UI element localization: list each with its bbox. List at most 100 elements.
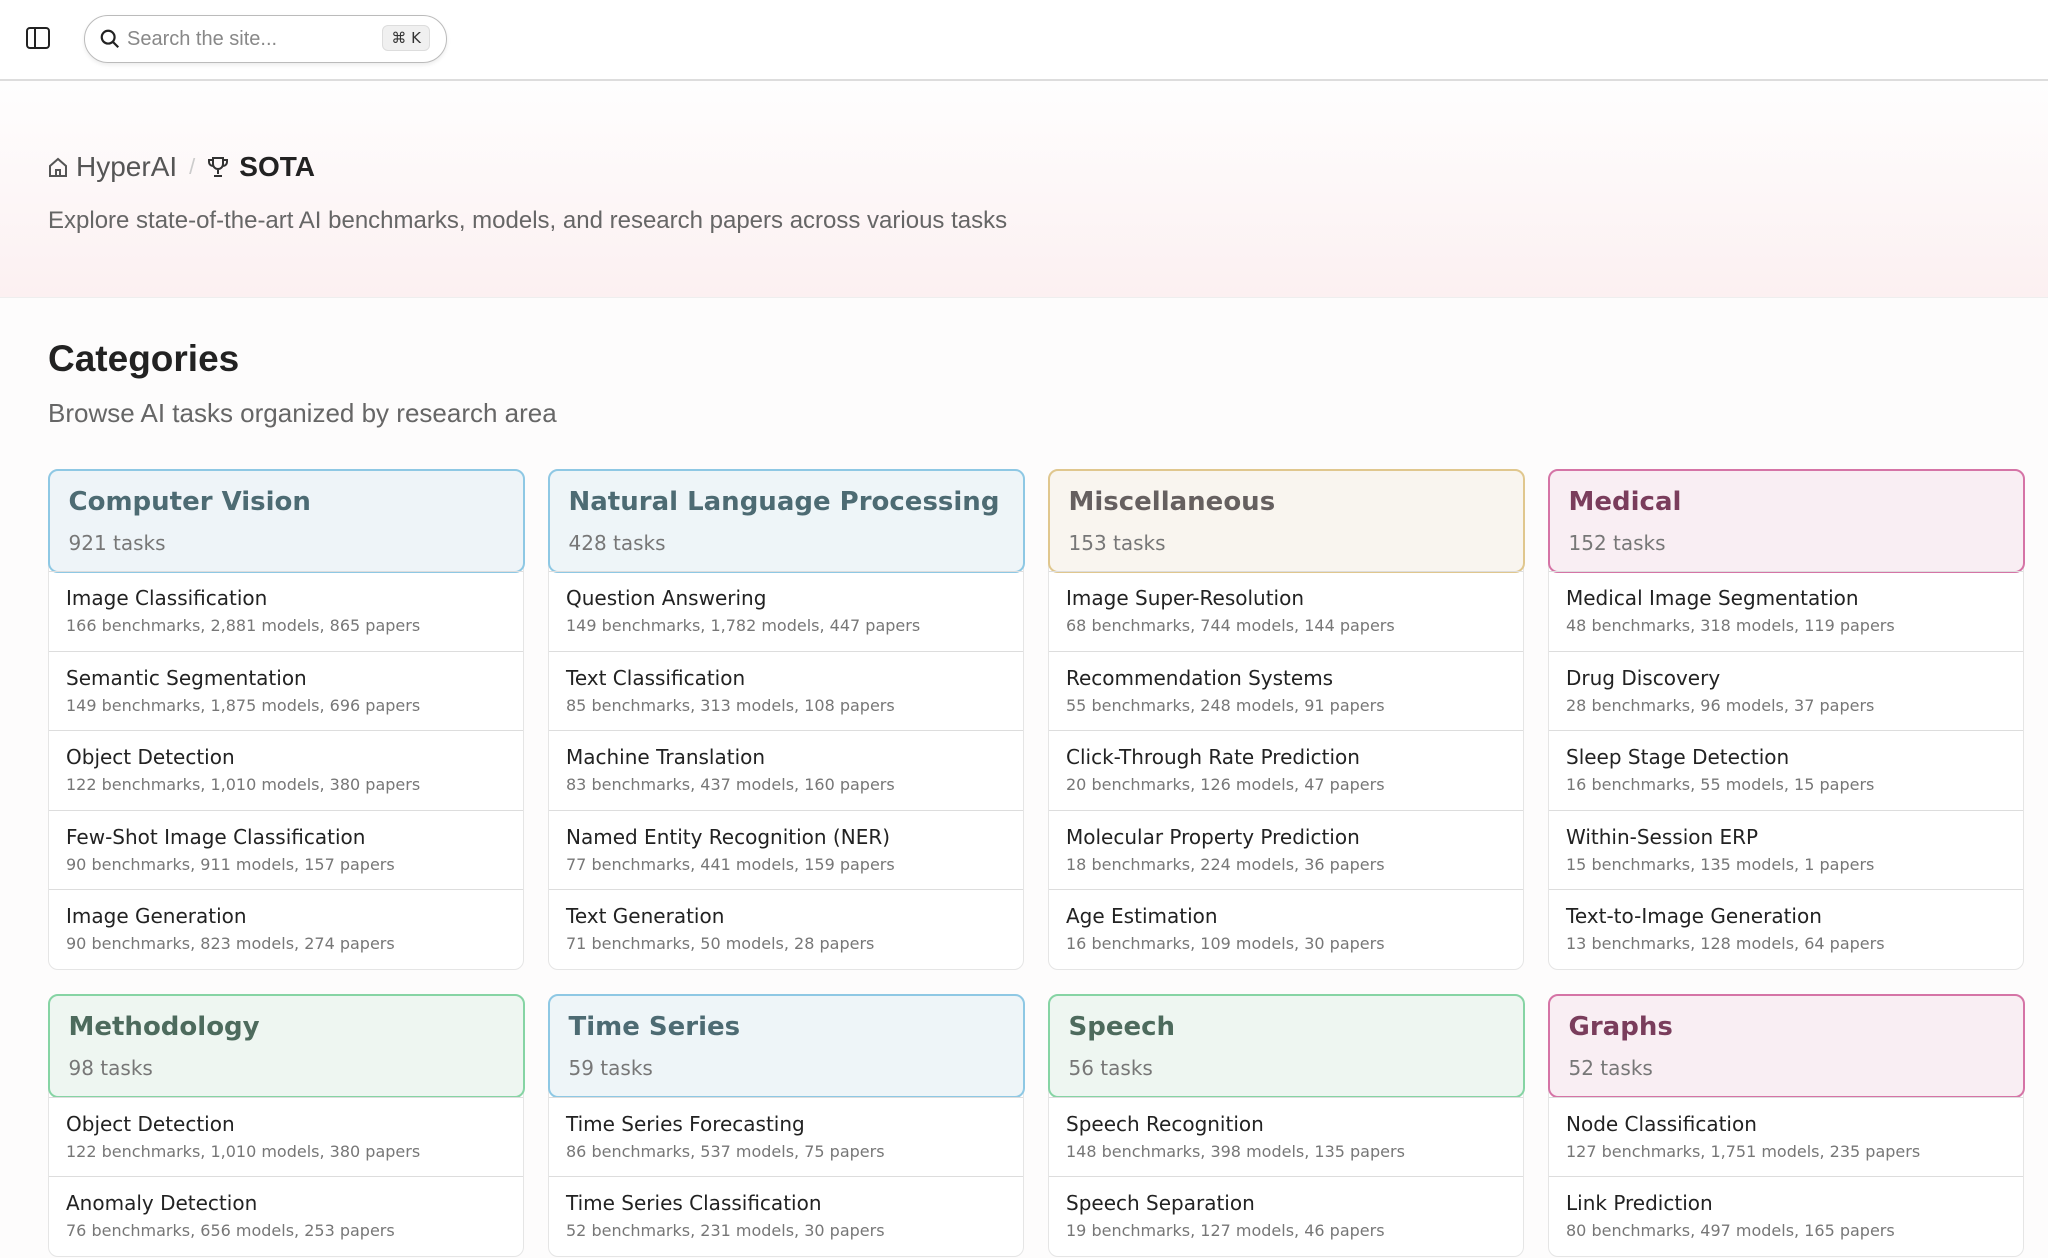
task-item[interactable]: Object Detection 122 benchmarks, 1,010 m…	[49, 1096, 523, 1177]
task-name: Time Series Forecasting	[566, 1111, 805, 1136]
task-item[interactable]: Recommendation Systems 55 benchmarks, 24…	[1049, 650, 1523, 731]
task-item[interactable]: Click-Through Rate Prediction 20 benchma…	[1049, 730, 1523, 810]
task-item[interactable]: Question Answering 149 benchmarks, 1,782…	[549, 571, 1023, 651]
task-stats: 16 benchmarks, 109 models, 30 papers	[1066, 934, 1385, 953]
task-name: Time Series Classification	[566, 1191, 822, 1215]
category-header[interactable]: Graphs 52 tasks	[1547, 994, 2025, 1098]
task-stats: 122 benchmarks, 1,010 models, 380 papers	[66, 775, 421, 794]
task-item[interactable]: Sleep Stage Detection 16 benchmarks, 55 …	[1549, 730, 2023, 810]
task-name: Speech Separation	[1066, 1191, 1255, 1215]
category-header[interactable]: Natural Language Processing 428 tasks	[547, 468, 1025, 573]
breadcrumb-separator: /	[189, 154, 196, 179]
task-name: Image Generation	[66, 904, 247, 928]
task-stats: 90 benchmarks, 823 models, 274 papers	[66, 934, 395, 953]
task-name: Machine Translation	[566, 745, 766, 769]
category-header[interactable]: Speech 56 tasks	[1047, 994, 1525, 1098]
task-item[interactable]: Text-to-Image Generation 13 benchmarks, …	[1549, 889, 2023, 969]
task-item[interactable]: Few-Shot Image Classification 90 benchma…	[49, 809, 523, 890]
task-name: Text-to-Image Generation	[1566, 904, 1822, 928]
section-title: Categories	[48, 338, 240, 379]
task-name: Named Entity Recognition (NER)	[566, 824, 891, 849]
task-name: Molecular Property Prediction	[1066, 824, 1360, 849]
task-item[interactable]: Image Generation 90 benchmarks, 823 mode…	[49, 889, 523, 969]
task-item[interactable]: Text Classification 85 benchmarks, 313 m…	[549, 650, 1023, 731]
task-name: Node Classification	[1566, 1111, 1757, 1136]
task-name: Text Generation	[566, 904, 725, 928]
task-item[interactable]: Node Classification 127 benchmarks, 1,75…	[1549, 1096, 2023, 1177]
category-task-count: 152 tasks	[1568, 530, 1666, 555]
task-stats: 16 benchmarks, 55 models, 15 papers	[1566, 775, 1875, 794]
task-item[interactable]: Molecular Property Prediction 18 benchma…	[1049, 809, 1523, 890]
task-item[interactable]: Link Prediction 80 benchmarks, 497 model…	[1549, 1176, 2023, 1256]
category-card: Miscellaneous 153 tasks Image Super-Reso…	[1047, 468, 1525, 970]
task-stats: 80 benchmarks, 497 models, 165 papers	[1566, 1221, 1895, 1240]
sidebar-toggle-icon[interactable]	[26, 27, 50, 49]
task-stats: 52 benchmarks, 231 models, 30 papers	[566, 1221, 885, 1240]
task-name: Semantic Segmentation	[66, 665, 307, 690]
search-icon	[100, 29, 120, 49]
task-name: Image Super-Resolution	[1066, 586, 1305, 610]
task-item[interactable]: Speech Separation 19 benchmarks, 127 mod…	[1049, 1176, 1523, 1256]
task-stats: 55 benchmarks, 248 models, 91 papers	[1066, 695, 1385, 715]
breadcrumb-home[interactable]: HyperAI	[48, 151, 177, 183]
task-item[interactable]: Image Super-Resolution 68 benchmarks, 74…	[1049, 571, 1523, 651]
category-title: Natural Language Processing	[568, 486, 1000, 517]
task-stats: 20 benchmarks, 126 models, 47 papers	[1066, 775, 1385, 794]
category-header[interactable]: Computer Vision 921 tasks	[47, 468, 525, 573]
task-item[interactable]: Drug Discovery 28 benchmarks, 96 models,…	[1549, 650, 2023, 731]
task-item[interactable]: Age Estimation 16 benchmarks, 109 models…	[1049, 889, 1523, 969]
breadcrumb-home-label: HyperAI	[76, 151, 178, 182]
task-stats: 77 benchmarks, 441 models, 159 papers	[566, 854, 895, 874]
category-task-count: 428 tasks	[568, 530, 666, 555]
task-stats: 15 benchmarks, 135 models, 1 papers	[1566, 854, 1875, 874]
category-header[interactable]: Medical 152 tasks	[1547, 468, 2025, 573]
category-header[interactable]: Miscellaneous 153 tasks	[1047, 468, 1525, 573]
task-item[interactable]: Within-Session ERP 15 benchmarks, 135 mo…	[1549, 809, 2023, 890]
task-item[interactable]: Image Classification 166 benchmarks, 2,8…	[49, 571, 523, 651]
category-card: Methodology 98 tasks Object Detection 12…	[47, 994, 525, 1257]
task-item[interactable]: Time Series Forecasting 86 benchmarks, 5…	[549, 1096, 1023, 1177]
task-item[interactable]: Speech Recognition 148 benchmarks, 398 m…	[1049, 1096, 1523, 1177]
task-name: Drug Discovery	[1566, 665, 1721, 690]
task-stats: 127 benchmarks, 1,751 models, 235 papers	[1566, 1141, 1921, 1161]
search-box[interactable]: ⌘ K	[84, 15, 447, 63]
category-task-count: 59 tasks	[568, 1056, 653, 1080]
category-card: Graphs 52 tasks Node Classification 127 …	[1547, 994, 2025, 1257]
category-card: Speech 56 tasks Speech Recognition 148 b…	[1047, 994, 1525, 1257]
category-task-count: 56 tasks	[1068, 1056, 1153, 1080]
task-stats: 86 benchmarks, 537 models, 75 papers	[566, 1141, 885, 1161]
task-stats: 149 benchmarks, 1,782 models, 447 papers	[566, 616, 921, 635]
category-task-count: 98 tasks	[68, 1056, 153, 1080]
breadcrumb-current-label: SOTA	[239, 151, 315, 182]
task-item[interactable]: Semantic Segmentation 149 benchmarks, 1,…	[49, 650, 523, 731]
task-item[interactable]: Medical Image Segmentation 48 benchmarks…	[1549, 571, 2023, 651]
task-stats: 19 benchmarks, 127 models, 46 papers	[1066, 1221, 1385, 1240]
category-header[interactable]: Methodology 98 tasks	[47, 994, 525, 1098]
task-item[interactable]: Object Detection 122 benchmarks, 1,010 m…	[49, 730, 523, 810]
task-stats: 85 benchmarks, 313 models, 108 papers	[566, 695, 895, 715]
category-title: Speech	[1068, 1012, 1176, 1042]
breadcrumb-current: SOTA	[207, 151, 315, 183]
task-stats: 166 benchmarks, 2,881 models, 865 papers	[66, 616, 421, 635]
search-input[interactable]	[127, 27, 367, 51]
task-name: Link Prediction	[1566, 1191, 1713, 1215]
section-subtitle: Browse AI tasks organized by research ar…	[48, 398, 557, 428]
task-item[interactable]: Time Series Classification 52 benchmarks…	[549, 1176, 1023, 1256]
category-card: Medical 152 tasks Medical Image Segmenta…	[1547, 468, 2025, 970]
task-name: Text Classification	[566, 665, 746, 690]
category-header[interactable]: Time Series 59 tasks	[547, 994, 1025, 1098]
task-item[interactable]: Text Generation 71 benchmarks, 50 models…	[549, 889, 1023, 969]
category-card: Time Series 59 tasks Time Series Forecas…	[547, 994, 1025, 1257]
task-name: Anomaly Detection	[66, 1191, 258, 1215]
task-stats: 149 benchmarks, 1,875 models, 696 papers	[66, 695, 421, 715]
category-task-count: 921 tasks	[68, 530, 166, 555]
task-stats: 122 benchmarks, 1,010 models, 380 papers	[66, 1141, 421, 1161]
task-item[interactable]: Anomaly Detection 76 benchmarks, 656 mod…	[49, 1176, 523, 1256]
task-item[interactable]: Machine Translation 83 benchmarks, 437 m…	[549, 730, 1023, 810]
shortcut-badge: ⌘ K	[382, 25, 430, 51]
task-name: Click-Through Rate Prediction	[1066, 745, 1360, 769]
trophy-icon	[208, 157, 229, 177]
task-item[interactable]: Named Entity Recognition (NER) 77 benchm…	[549, 809, 1023, 890]
category-title: Graphs	[1568, 1012, 1673, 1042]
task-name: Within-Session ERP	[1566, 824, 1759, 849]
